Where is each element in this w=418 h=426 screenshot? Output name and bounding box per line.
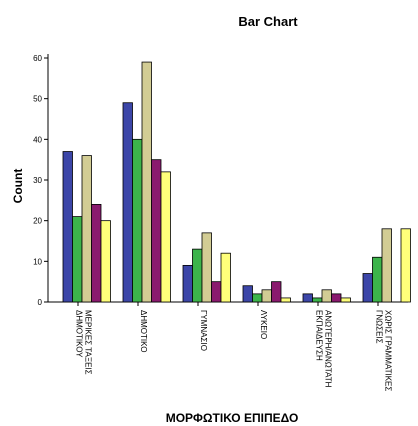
bar xyxy=(302,293,313,303)
x-tick-label: ΓΥΜΝΑΣΙΟ xyxy=(199,310,208,351)
y-tick-label: 10 xyxy=(33,257,42,266)
y-tick-label: 0 xyxy=(38,298,43,307)
bar xyxy=(400,228,411,303)
bar xyxy=(160,171,171,303)
bar xyxy=(280,297,291,303)
x-tick-label: ΔΗΜΟΤΙΚΟ xyxy=(139,310,148,352)
x-tick-label: ΛΥΚΕΙΟ xyxy=(259,310,268,339)
y-tick-label: 60 xyxy=(33,54,42,63)
bar xyxy=(252,293,263,303)
bar xyxy=(261,289,272,303)
bar xyxy=(211,281,222,303)
bar xyxy=(81,155,92,303)
bar xyxy=(271,281,282,303)
x-axis-label: ΜΟΡΦΩΤΙΚΟ ΕΠΙΠΕΔΟ xyxy=(166,411,299,425)
bar xyxy=(151,159,162,303)
y-axis-label-group: Count xyxy=(11,169,25,204)
bar xyxy=(321,289,332,303)
bar xyxy=(141,61,152,303)
bar xyxy=(331,293,342,303)
bar xyxy=(242,285,253,303)
bar xyxy=(201,232,212,303)
x-tick-label: ΑΝΩΤΕΡΗ/ΑΝΩΤΑΤΗ xyxy=(324,310,333,388)
bar xyxy=(312,297,323,303)
bar xyxy=(122,102,133,303)
y-tick-label: 20 xyxy=(33,217,42,226)
x-tick-label: ΜΕΡΙΚΕΣ ΤΑΞΕΙΣ xyxy=(84,310,93,375)
bar xyxy=(182,264,193,303)
y-tick-label: 40 xyxy=(33,135,42,144)
bar xyxy=(62,151,73,303)
x-tick-label: ΓΝΩΣΕΙΣ xyxy=(375,310,384,344)
bar xyxy=(220,252,231,303)
bar xyxy=(72,216,83,303)
chart-title: Bar Chart xyxy=(238,14,298,29)
x-tick-label: ΧΩΡΙΣ ΓΡΑΜΜΑΤΙΚΕΣ xyxy=(384,310,393,391)
x-tick-label: ΔΗΜΟΤΙΚΟΥ xyxy=(75,310,84,358)
bar xyxy=(132,138,143,303)
bar xyxy=(100,220,111,303)
y-axis-label: Count xyxy=(11,169,25,204)
y-tick-label: 30 xyxy=(33,176,42,185)
bar xyxy=(362,273,373,303)
y-tick-label: 50 xyxy=(33,95,42,104)
bar xyxy=(381,228,392,303)
bar xyxy=(372,256,383,303)
bar xyxy=(340,297,351,303)
bar xyxy=(192,248,203,303)
x-tick-label: ΕΚΠΑΙΔΕΥΣΗ xyxy=(315,310,324,361)
bar xyxy=(91,203,102,303)
